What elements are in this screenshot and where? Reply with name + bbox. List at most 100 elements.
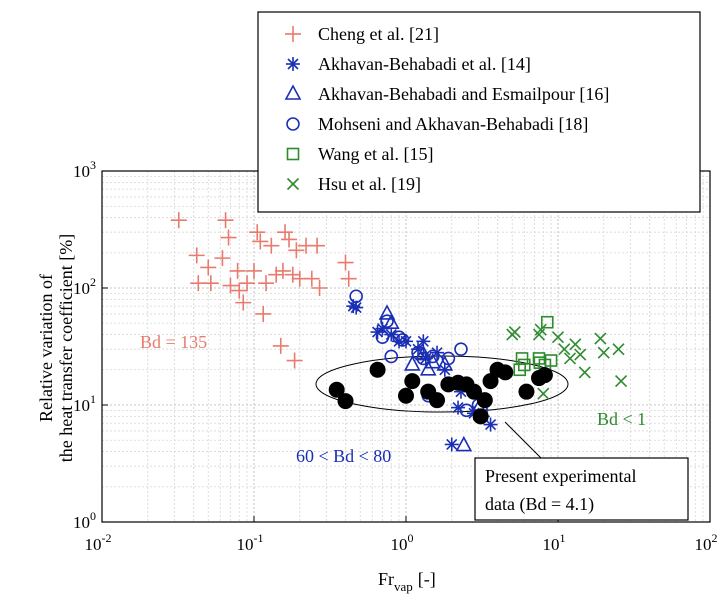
data-point-plus <box>188 247 205 264</box>
data-point-cross <box>534 323 547 336</box>
x-axis-label-main: Fr <box>378 569 394 589</box>
data-point-filled-circle <box>536 367 553 384</box>
data-point-circle <box>392 330 406 344</box>
legend-marker-cross <box>286 177 300 191</box>
y-axis-label-line2: the heat transfer coefficient [%] <box>56 234 76 463</box>
data-point-plus <box>268 266 285 283</box>
data-point-triangle <box>382 313 400 330</box>
legend-marker-square <box>286 147 300 161</box>
data-point-plus <box>286 352 303 369</box>
data-point-filled-circle <box>328 381 345 398</box>
legend-label-hsu: Hsu et al. [19] <box>318 174 421 194</box>
data-point-cross <box>574 348 587 361</box>
series-1 <box>346 299 498 452</box>
data-point-circle <box>384 349 399 364</box>
data-point-cross <box>551 331 565 344</box>
data-point-cross <box>508 326 521 339</box>
data-point-asterisk <box>451 400 466 415</box>
legend: Cheng et al. [21] Akhavan-Behabadi et al… <box>257 11 701 213</box>
data-point-circle <box>380 314 394 329</box>
data-point-circle <box>395 333 410 347</box>
callout-leader-line <box>504 421 546 463</box>
annotation-bd-135: Bd = 135 <box>140 332 207 352</box>
x-tick-label: 101 <box>543 531 566 554</box>
data-point-circle <box>349 289 363 304</box>
data-point-plus <box>340 270 357 287</box>
x-tick-label: 10-2 <box>85 531 112 554</box>
x-axis-label-sub: vap <box>394 579 413 594</box>
data-point-cross <box>558 343 571 356</box>
data-point-plus <box>239 275 256 292</box>
data-point-plus <box>277 224 294 241</box>
data-point-filled-circle <box>518 383 535 400</box>
x-tick-label: 10-1 <box>237 531 264 554</box>
data-point-circle <box>454 342 468 356</box>
data-point-filled-circle <box>497 364 514 381</box>
data-point-plus <box>214 250 231 267</box>
data-point-asterisk <box>483 417 498 432</box>
data-point-cross <box>597 346 610 359</box>
data-point-filled-circle <box>465 383 482 400</box>
x-axis-label-unit: [-] <box>418 569 436 589</box>
data-point-cross <box>537 387 550 400</box>
data-point-cross <box>594 332 607 345</box>
data-point-cross <box>569 338 582 351</box>
data-point-plus <box>311 280 328 296</box>
legend-marker-asterisk <box>286 57 300 71</box>
data-point-triangle <box>436 355 454 371</box>
data-point-plus <box>337 254 354 271</box>
data-point-square <box>540 315 554 329</box>
data-point-cross <box>578 366 591 379</box>
y-tick-label: 102 <box>73 275 96 298</box>
data-point-circle <box>375 330 390 344</box>
data-point-cross <box>612 343 625 356</box>
data-point-plus <box>222 277 239 294</box>
series-4 <box>513 315 558 377</box>
svg-text:Frvap[-]: Frvap [-] <box>378 569 436 594</box>
data-point-asterisk <box>399 334 413 349</box>
data-point-plus <box>309 237 326 254</box>
data-point-plus <box>255 305 272 322</box>
data-point-filled-circle <box>472 408 489 425</box>
series-5 <box>506 323 628 400</box>
axis-ticks: 10-2 10-1 100 101 102 100 101 102 103 <box>73 158 718 554</box>
data-point-plus <box>220 229 237 246</box>
legend-label-cheng: Cheng et al. [21] <box>318 24 439 44</box>
data-point-filled-circle <box>476 392 493 409</box>
x-tick-label: 100 <box>391 531 414 554</box>
callout-line1: Present experimental <box>485 466 636 486</box>
data-point-plus <box>272 337 289 354</box>
data-point-plus <box>170 212 187 229</box>
y-axis-label-line1: Relative variation of <box>36 274 56 422</box>
data-point-plus <box>235 294 252 311</box>
present-data-ellipse <box>315 355 569 413</box>
series-6 <box>328 361 553 425</box>
legend-label-wang: Wang et al. [15] <box>318 144 434 164</box>
data-point-plus <box>281 231 298 248</box>
legend-marker-triangle <box>284 84 302 100</box>
data-point-plus <box>303 270 320 287</box>
data-point-cross <box>563 352 577 365</box>
data-point-plus <box>258 275 275 292</box>
data-point-square <box>517 358 531 372</box>
y-tick-label: 103 <box>73 158 96 181</box>
data-point-circle <box>441 351 456 366</box>
callout-line2: data (Bd = 4.1) <box>485 494 594 515</box>
x-tick-label: 102 <box>695 531 718 554</box>
series-0 <box>170 212 357 369</box>
annotation-bd-lt-1: Bd < 1 <box>597 409 646 429</box>
y-tick-label: 101 <box>73 392 96 415</box>
x-axis-label: Frvap [-] <box>378 569 436 594</box>
legend-marker-plus <box>285 26 301 42</box>
data-point-cross <box>615 375 628 388</box>
data-point-plus <box>202 275 219 292</box>
data-point-plus <box>263 237 280 254</box>
legend-marker-circle <box>286 117 300 131</box>
data-point-plus <box>246 262 262 279</box>
data-point-filled-circle <box>398 387 414 404</box>
legend-label-mohseni: Mohseni and Akhavan-Behabadi [18] <box>318 114 588 134</box>
data-point-triangle <box>403 355 421 371</box>
legend-markers <box>284 26 302 191</box>
data-point-filled-circle <box>429 392 446 409</box>
